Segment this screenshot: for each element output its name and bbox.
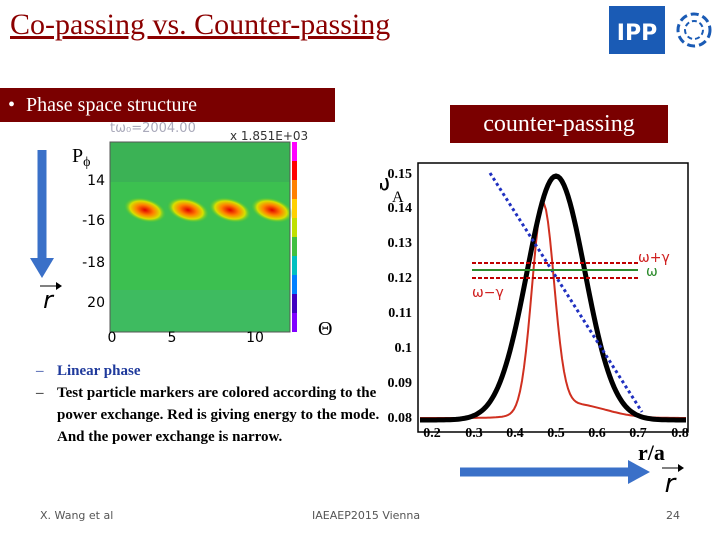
bullet-text: Phase space structure: [26, 94, 198, 116]
vector-label: r: [665, 469, 678, 495]
blobs: [123, 197, 294, 223]
y-tick-label: 0.1: [395, 341, 413, 356]
field-band: [110, 142, 290, 182]
arrow-head: [30, 258, 54, 278]
q-profile: [488, 172, 644, 413]
blob: [166, 197, 210, 223]
y-tick-label: 0.12: [388, 271, 413, 286]
item-text: Linear phase: [57, 363, 141, 379]
y-tick-label: -16: [82, 213, 105, 229]
list-item: – Test particle markers are colored accor…: [36, 382, 381, 448]
y-label-main: P: [72, 145, 83, 167]
y-tick-label: 20: [87, 295, 105, 311]
legend-plus: ω+γ: [638, 250, 670, 266]
y-tick-label: 0.08: [388, 411, 413, 426]
y-tick-label: 0.14: [388, 201, 413, 216]
colorbar: [292, 142, 297, 332]
curves: [420, 172, 686, 423]
colorbar-cell: [292, 237, 297, 256]
vector-tip: [678, 464, 684, 472]
left-plot: tω₀=2004.00 x 1.851E+03 Pϕ r Θ 14 -16 -18 2…: [30, 121, 332, 346]
colorbar-cell: [292, 218, 297, 237]
x-tick-label: 5: [168, 330, 177, 346]
dash: –: [36, 385, 44, 401]
colorbar-cell: [292, 199, 297, 218]
logos: IPP: [609, 6, 712, 54]
legend-omega: ω: [646, 264, 658, 280]
y-tick-label: 0.15: [388, 167, 413, 182]
y-tick-label: 14: [87, 173, 105, 189]
vector-tip: [56, 282, 62, 290]
colorbar-cell: [292, 256, 297, 275]
y-label-sub: A: [392, 189, 404, 206]
x-label: Θ: [318, 318, 332, 340]
section-bar: • Phase space structure: [0, 88, 335, 122]
y-tick-label: 0.09: [388, 376, 413, 391]
y-label-sub: ϕ: [83, 155, 90, 170]
x-label: r/a: [638, 440, 665, 465]
blob: [250, 197, 294, 223]
right-plot: ω/ω A ω+γ ω ω−γ r/a r 0.15 0.14 0.13 0.12 0.…: [380, 162, 689, 495]
footer-event: IAEAEP2015 Vienna: [312, 509, 421, 522]
x-tick-label: 0.5: [547, 426, 565, 441]
arrow-head: [628, 460, 650, 484]
y-tick-label: 0.11: [388, 306, 412, 321]
bullet-dot: •: [8, 94, 16, 116]
x-tick-label: 0.2: [423, 426, 441, 441]
footer-page: 24: [666, 509, 680, 522]
colorbar-cell: [292, 180, 297, 199]
time-label: tω₀=2004.00: [110, 121, 196, 136]
legend-minus: ω−γ: [472, 285, 504, 301]
x-tick-label: 0.8: [671, 426, 689, 441]
colorbar-cell: [292, 161, 297, 180]
colorbar-cell: [292, 142, 297, 161]
x-tick-label: 0: [108, 330, 117, 346]
item-text: Test particle markers are colored accord…: [57, 385, 380, 445]
dash: –: [36, 363, 44, 379]
red-curve: [420, 202, 686, 419]
vector-label: r: [43, 286, 55, 314]
counter-passing-tag: counter-passing: [450, 105, 668, 143]
footer-author: X. Wang et al: [40, 509, 114, 522]
frame: [109, 141, 291, 333]
scale-label: x 1.851E+03: [230, 129, 308, 143]
y-label: ω/ω: [380, 171, 390, 196]
list: – Linear phase – Test particle markers are …: [36, 360, 381, 448]
x-tick-label: 0.3: [465, 426, 483, 441]
list-item: – Linear phase: [36, 360, 381, 382]
colorbar-cell: [292, 275, 297, 294]
x-tick-label: 0.4: [506, 426, 524, 441]
x-tick-label: 10: [246, 330, 264, 346]
blob: [123, 197, 167, 223]
field-band: [110, 290, 290, 332]
colorbar-cell: [292, 294, 297, 313]
black-curve: [420, 173, 686, 423]
y-label: Pϕ: [72, 145, 91, 170]
y-tick-label: -18: [82, 255, 105, 271]
logo-ring-inner: [684, 20, 704, 40]
frame: [417, 162, 689, 433]
slide-title: Co-passing vs. Counter-passing: [10, 8, 391, 41]
logo-box: [609, 6, 665, 54]
x-tick-label: 0.7: [629, 426, 647, 441]
logo-text: IPP: [617, 21, 657, 46]
blob: [208, 197, 252, 223]
colorbar-cell: [292, 313, 297, 332]
x-tick-label: 0.6: [588, 426, 606, 441]
logo-ring: [676, 12, 712, 48]
y-tick-label: 0.13: [388, 236, 413, 251]
